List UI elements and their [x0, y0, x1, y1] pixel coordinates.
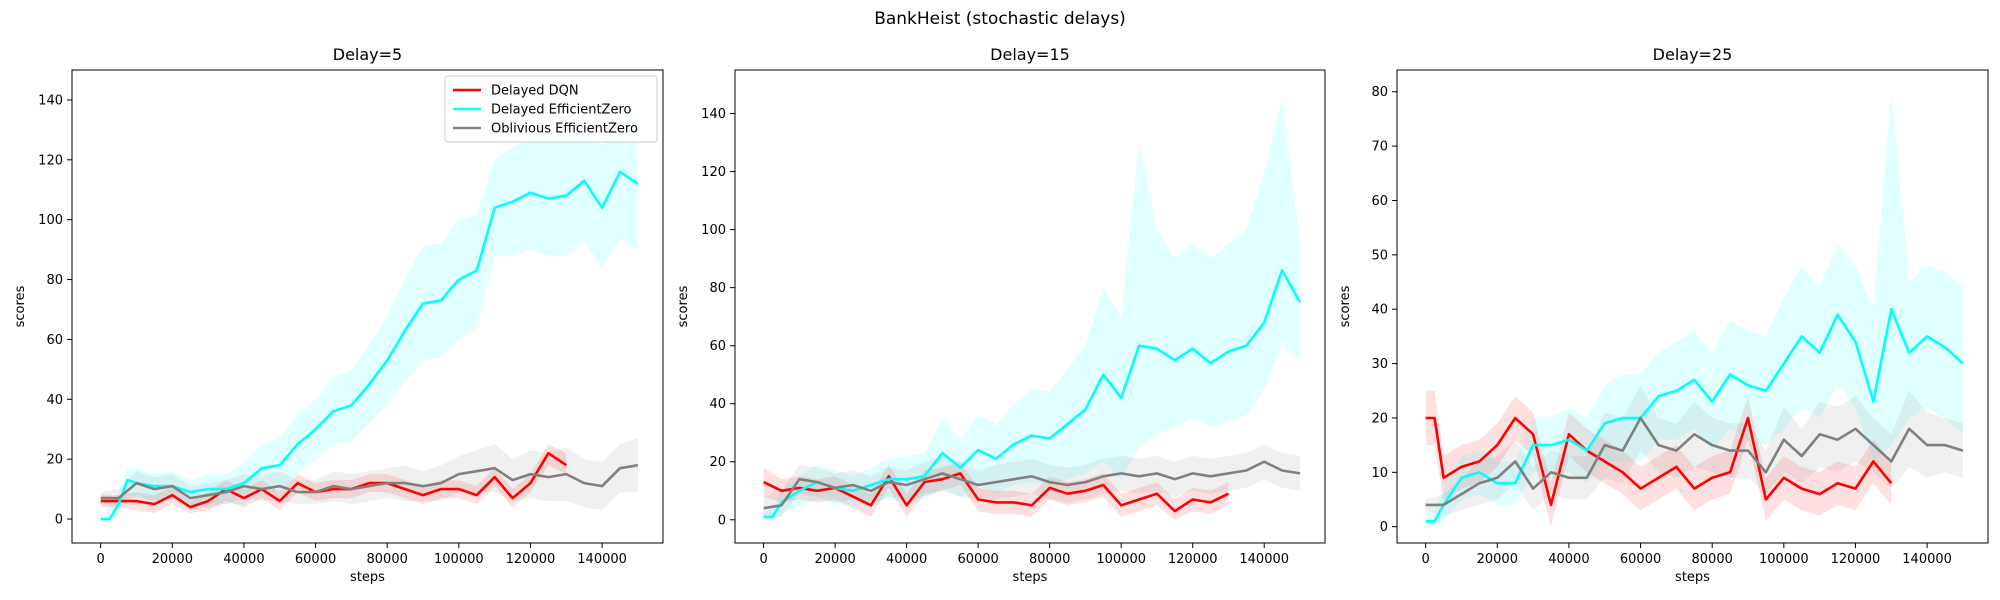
x-tick-label-2-0: 0: [1422, 552, 1430, 567]
y-tick-label-0-6: 120: [38, 153, 63, 168]
y-tick-label-1-5: 100: [701, 223, 726, 238]
y-tick-label-1-0: 0: [718, 513, 726, 528]
y-tick-label-0-0: 0: [55, 513, 63, 528]
band-p0-s1: [100, 105, 638, 520]
x-tick-label-0-3: 60000: [295, 552, 336, 567]
legend-label-1: Delayed EfficientZero: [491, 103, 632, 118]
y-tick-label-2-4: 40: [1371, 303, 1388, 318]
band-p2-s1: [1425, 91, 1963, 527]
x-tick-label-2-3: 60000: [1620, 552, 1661, 567]
plot-frame-1: [734, 69, 1326, 544]
y-tick-label-1-6: 120: [701, 165, 726, 180]
y-tick-label-2-3: 30: [1371, 357, 1388, 372]
x-tick-label-1-7: 140000: [1239, 552, 1289, 567]
x-tick-label-1-5: 100000: [1096, 552, 1146, 567]
x-tick-label-0-2: 40000: [223, 552, 264, 567]
x-axis-label-0: steps: [350, 570, 385, 585]
band-p0-s2: [100, 438, 638, 511]
panel-title-2: Delay=25: [1653, 45, 1733, 64]
plot-frame-0: [71, 69, 664, 544]
figure-title: BankHeist (stochastic delays): [874, 9, 1126, 29]
y-tick-label-1-1: 20: [709, 455, 726, 470]
legend-box: [444, 75, 658, 143]
x-tick-label-0-4: 80000: [367, 552, 408, 567]
x-tick-label-1-2: 40000: [886, 552, 927, 567]
y-tick-label-1-4: 80: [709, 281, 726, 296]
band-p1-s2: [763, 444, 1300, 517]
x-tick-label-0-5: 100000: [434, 552, 484, 567]
y-tick-label-2-1: 10: [1371, 466, 1388, 481]
band-p1-s0: [763, 461, 1229, 520]
x-tick-label-2-7: 140000: [1902, 552, 1952, 567]
x-tick-label-0-7: 140000: [577, 552, 627, 567]
x-tick-label-2-1: 20000: [1477, 552, 1518, 567]
band-p1-s1: [763, 99, 1300, 520]
y-tick-label-0-1: 20: [46, 453, 63, 468]
y-tick-label-0-3: 60: [46, 333, 63, 348]
x-tick-label-1-0: 0: [759, 552, 767, 567]
panel-title-1: Delay=15: [990, 45, 1070, 64]
series-line-p1-s2: [763, 460, 1301, 510]
series-line-p2-s1: [1425, 307, 1964, 523]
x-tick-label-1-4: 80000: [1029, 552, 1070, 567]
plot-frame-2: [1396, 69, 1989, 544]
y-axis-label-0: scores: [13, 285, 28, 327]
y-tick-label-1-3: 60: [709, 339, 726, 354]
y-tick-label-2-8: 80: [1371, 85, 1388, 100]
x-axis-label-2: steps: [1675, 570, 1710, 585]
y-tick-label-0-5: 100: [38, 213, 63, 228]
panel-title-0: Delay=5: [333, 45, 402, 64]
x-tick-label-2-4: 80000: [1692, 552, 1733, 567]
series-line-p2-s2: [1425, 416, 1964, 507]
series-line-p1-s0: [763, 472, 1230, 513]
y-axis-label-1: scores: [676, 285, 691, 327]
series-line-p0-s0: [100, 451, 568, 509]
x-tick-label-2-6: 120000: [1831, 552, 1881, 567]
x-tick-label-2-5: 100000: [1759, 552, 1809, 567]
y-tick-label-2-6: 60: [1371, 194, 1388, 209]
y-tick-label-2-2: 20: [1371, 411, 1388, 426]
x-tick-label-2-2: 40000: [1548, 552, 1589, 567]
x-tick-label-0-1: 20000: [152, 552, 193, 567]
y-tick-label-0-4: 80: [46, 273, 63, 288]
x-tick-label-0-0: 0: [97, 552, 105, 567]
x-axis-label-1: steps: [1013, 570, 1048, 585]
band-p2-s0: [1425, 390, 1892, 527]
x-tick-label-0-6: 120000: [506, 552, 556, 567]
x-tick-label-1-3: 60000: [957, 552, 998, 567]
y-tick-label-1-7: 140: [701, 107, 726, 122]
series-line-p0-s1: [100, 170, 639, 521]
y-tick-label-2-0: 0: [1380, 520, 1388, 535]
y-tick-label-0-7: 140: [38, 93, 63, 108]
legend-label-2: Oblivious EfficientZero: [491, 122, 638, 137]
band-p2-s2: [1425, 385, 1963, 516]
y-tick-label-0-2: 40: [46, 393, 63, 408]
y-tick-label-2-7: 70: [1371, 140, 1388, 155]
series-line-p0-s2: [100, 463, 639, 500]
series-line-p2-s0: [1425, 416, 1893, 507]
legend-label-0: Delayed DQN: [491, 84, 579, 99]
y-axis-label-2: scores: [1338, 285, 1353, 327]
x-tick-label-1-6: 120000: [1168, 552, 1218, 567]
y-tick-label-1-2: 40: [709, 397, 726, 412]
y-tick-label-2-5: 50: [1371, 248, 1388, 263]
x-tick-label-1-1: 20000: [814, 552, 855, 567]
